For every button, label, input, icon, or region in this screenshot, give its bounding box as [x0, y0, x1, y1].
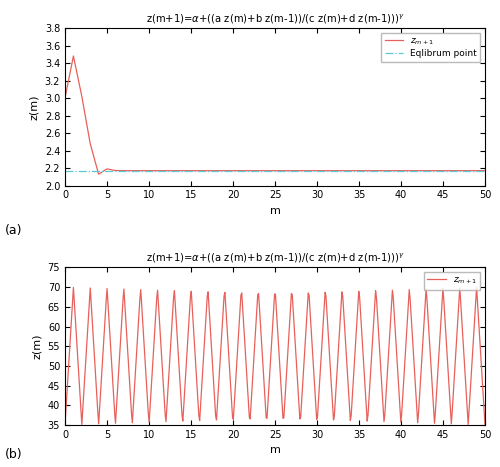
Title: z(m+1)=$\alpha$+((a z(m)+b z(m-1))/(c z(m)+d z(m-1)))$^{\gamma}$: z(m+1)=$\alpha$+((a z(m)+b z(m-1))/(c z(…	[146, 252, 404, 265]
Legend: $z_{m+1}$: $z_{m+1}$	[424, 272, 480, 290]
Y-axis label: z(m): z(m)	[29, 94, 39, 120]
Legend: $z_{m+1}$, Eqlibrum point: $z_{m+1}$, Eqlibrum point	[381, 33, 480, 62]
X-axis label: m: m	[270, 446, 280, 455]
Y-axis label: z(m): z(m)	[32, 333, 42, 359]
X-axis label: m: m	[270, 206, 280, 216]
Text: (b): (b)	[5, 448, 22, 461]
Title: z(m+1)=$\alpha$+((a z(m)+b z(m-1))/(c z(m)+d z(m-1)))$^{\gamma}$: z(m+1)=$\alpha$+((a z(m)+b z(m-1))/(c z(…	[146, 13, 404, 26]
Text: (a): (a)	[5, 224, 22, 237]
